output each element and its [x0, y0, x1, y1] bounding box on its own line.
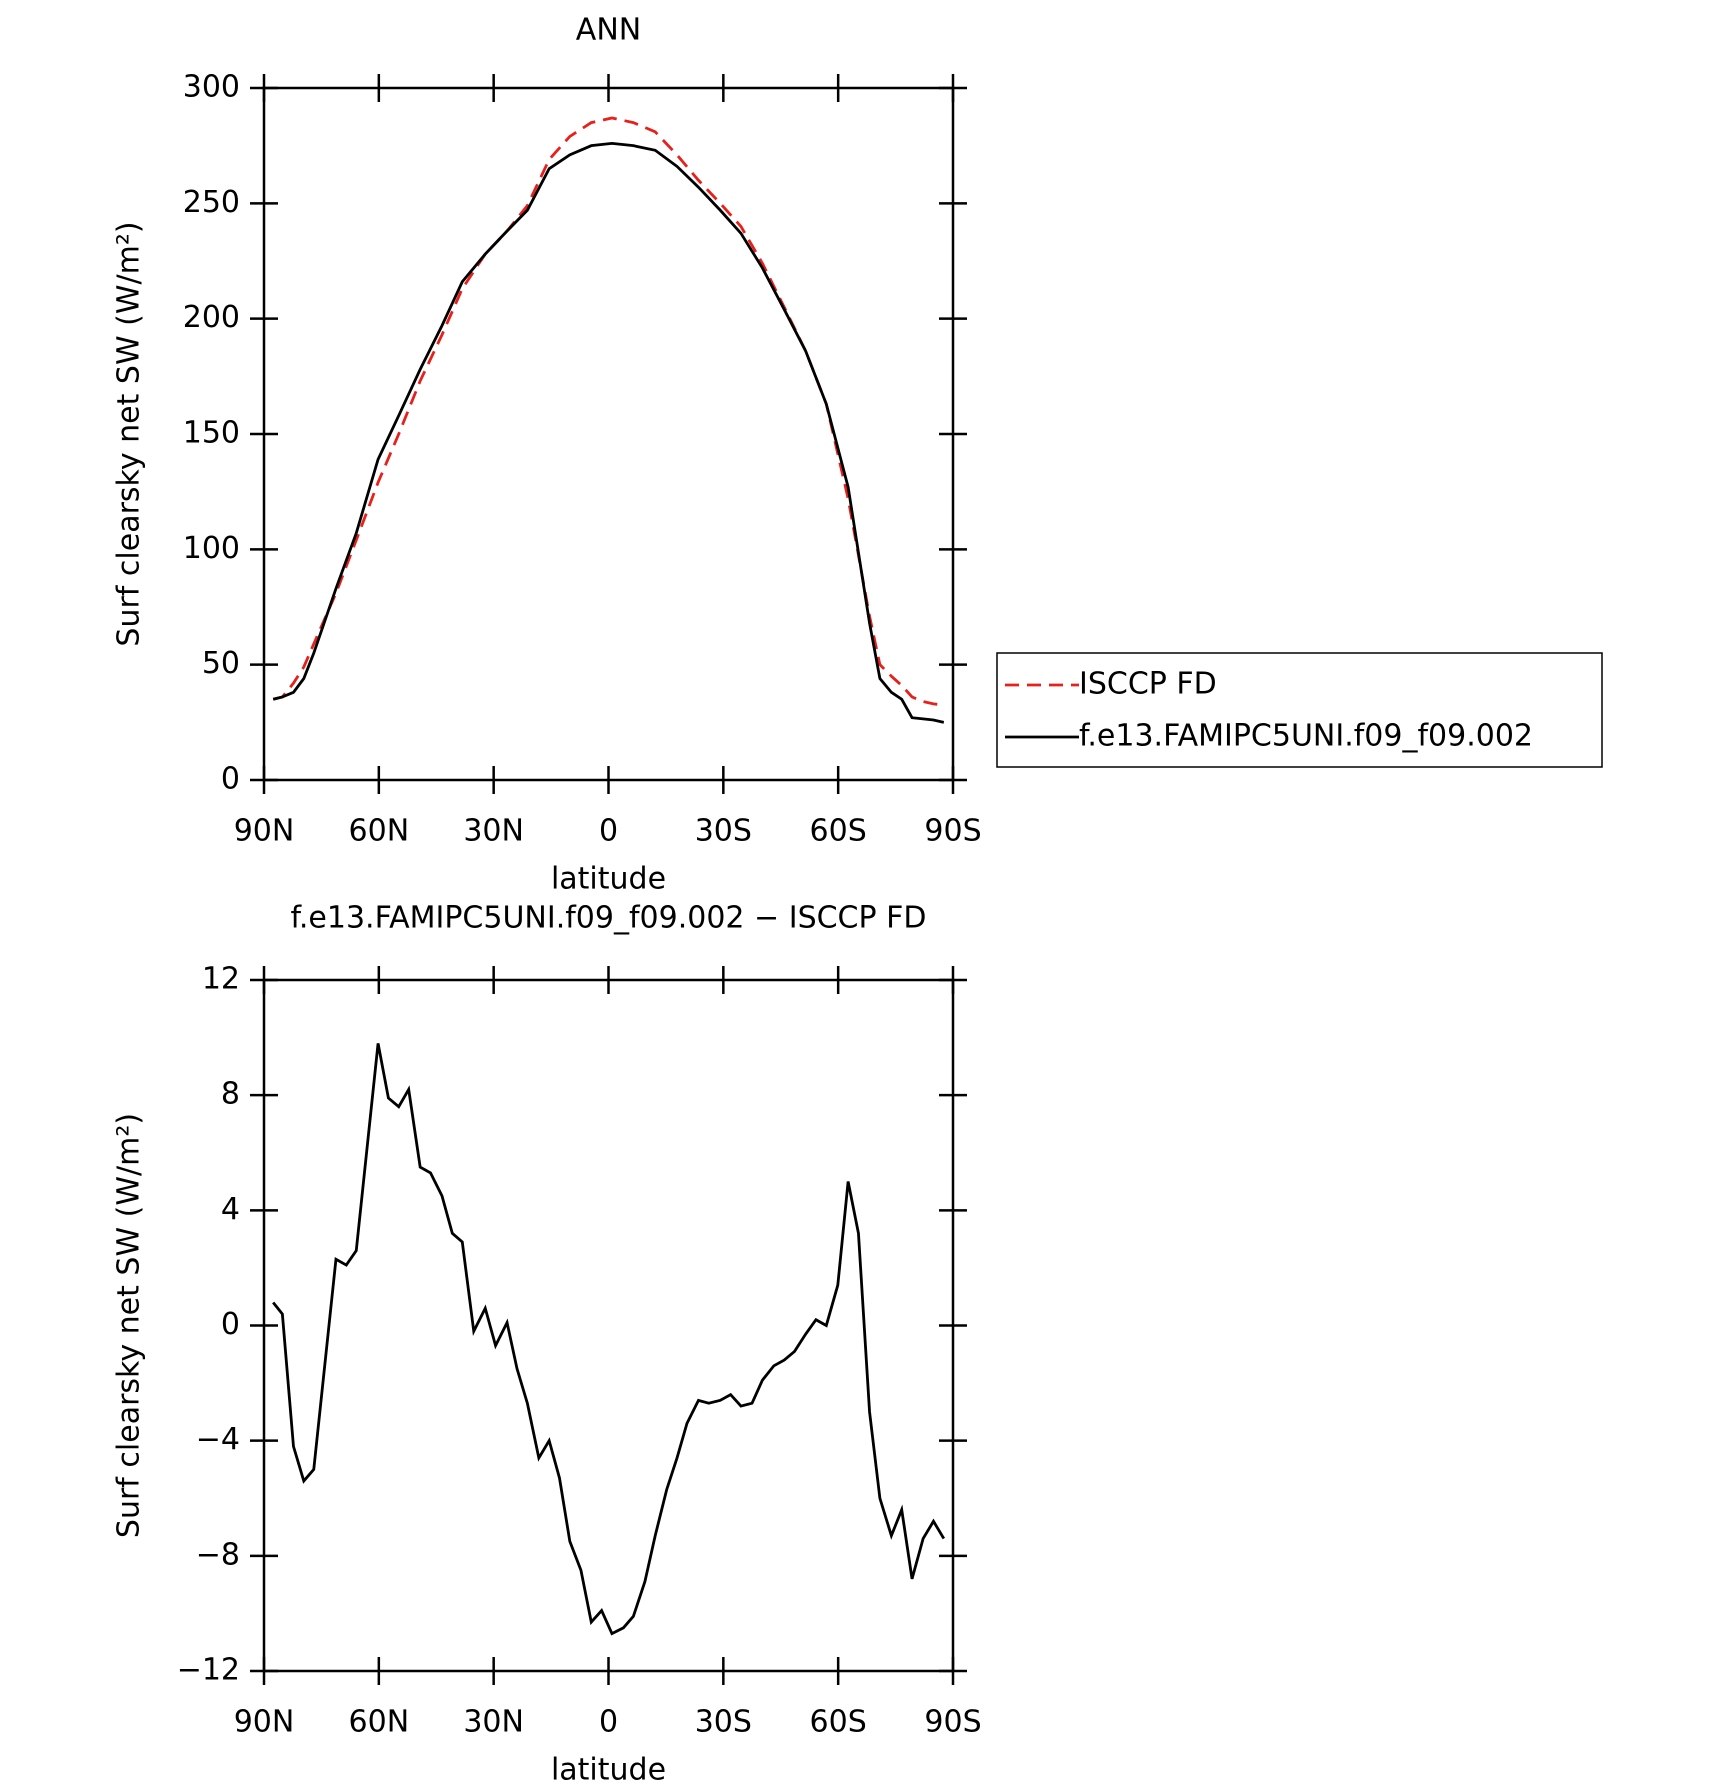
y-tick-label: 150	[183, 416, 240, 451]
y-tick-label: 300	[183, 70, 240, 105]
y-tick-label: 200	[183, 300, 240, 335]
y-tick-label: 4	[221, 1192, 240, 1227]
y-tick-label: 250	[183, 185, 240, 220]
y-axis-label: Surf clearsky net SW (W/m²)	[112, 1113, 147, 1538]
y-tick-label: 8	[221, 1077, 240, 1112]
y-axis-label: Surf clearsky net SW (W/m²)	[112, 221, 147, 646]
y-tick-label: 0	[221, 762, 240, 797]
y-tick-label: −4	[196, 1422, 240, 1457]
legend-box	[996, 652, 1603, 768]
x-tick-label: 60S	[810, 1705, 867, 1740]
x-tick-label: 60S	[810, 814, 867, 849]
y-tick-label: −12	[177, 1653, 240, 1688]
legend-label: f.e13.FAMIPC5UNI.f09_f09.002	[1079, 719, 1533, 754]
x-tick-label: 30N	[463, 814, 524, 849]
x-tick-label: 90S	[924, 1705, 981, 1740]
x-tick-label: 30S	[695, 1705, 752, 1740]
y-tick-label: −8	[196, 1537, 240, 1572]
y-tick-label: 12	[202, 962, 240, 997]
x-tick-label: 90N	[234, 1705, 295, 1740]
x-tick-label: 30S	[695, 814, 752, 849]
legend-label: ISCCP FD	[1079, 667, 1217, 702]
y-tick-label: 50	[202, 646, 240, 681]
x-tick-label: 0	[599, 1705, 618, 1740]
data-line	[272, 141, 945, 724]
data-line	[272, 1043, 946, 1636]
chart-title: f.e13.FAMIPC5UNI.f09_f09.002 − ISCCP FD	[291, 901, 927, 936]
x-axis-label: latitude	[551, 1753, 666, 1788]
chart-title: ANN	[576, 13, 641, 48]
x-tick-label: 60N	[349, 814, 410, 849]
x-tick-label: 0	[599, 814, 618, 849]
x-tick-label: 90N	[234, 814, 295, 849]
data-line	[272, 116, 944, 707]
x-tick-label: 90S	[924, 814, 981, 849]
x-axis-label: latitude	[551, 862, 666, 897]
plot-frame	[262, 978, 955, 1673]
plot-frame	[262, 86, 955, 782]
y-tick-label: 0	[221, 1307, 240, 1342]
x-tick-label: 60N	[349, 1705, 410, 1740]
y-tick-label: 100	[183, 531, 240, 566]
x-tick-label: 30N	[463, 1705, 524, 1740]
